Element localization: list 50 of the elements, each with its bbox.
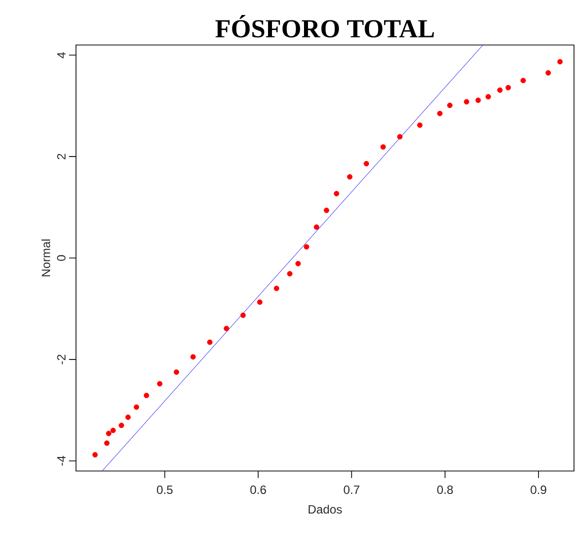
point: [257, 299, 262, 305]
chart-title: FÓSFORO TOTAL: [215, 15, 434, 38]
point: [304, 244, 310, 250]
point: [224, 326, 230, 332]
point: [118, 422, 124, 428]
x-tick-label: 0.9: [530, 486, 546, 494]
point: [274, 286, 280, 292]
point: [464, 99, 470, 105]
point: [334, 190, 340, 196]
y-tick-label: 0: [57, 255, 66, 261]
y-tick-label: -4: [57, 456, 66, 466]
point: [125, 414, 131, 420]
x-tick-label: 0.6: [250, 486, 266, 494]
point: [287, 271, 292, 276]
y-axis-title: Normal: [41, 240, 50, 276]
point: [397, 134, 403, 140]
point: [207, 339, 212, 345]
point: [92, 452, 98, 458]
x-tick-label: 0.5: [156, 486, 173, 494]
point: [106, 430, 112, 436]
point: [380, 144, 386, 150]
point: [364, 160, 370, 166]
point: [486, 94, 491, 100]
point: [110, 428, 116, 434]
point: [497, 87, 503, 93]
point: [324, 208, 330, 214]
point: [475, 98, 481, 103]
point: [506, 84, 511, 90]
x-tick-label: 0.7: [344, 486, 360, 494]
point: [417, 122, 423, 128]
point: [174, 369, 180, 375]
point: [134, 404, 140, 410]
point: [144, 392, 150, 398]
x-tick-label: 0.8: [437, 486, 453, 494]
point: [314, 224, 320, 230]
point: [546, 70, 551, 76]
point: [295, 260, 301, 266]
point: [240, 312, 246, 318]
y-tick-label: 4: [57, 52, 66, 58]
x-axis-title: Dados: [308, 504, 342, 514]
y-tick-label: 2: [57, 154, 66, 160]
point: [520, 78, 526, 84]
point: [104, 440, 110, 446]
point: [190, 354, 196, 360]
point: [437, 110, 443, 116]
point: [447, 102, 453, 108]
point: [347, 174, 352, 180]
point: [557, 59, 563, 64]
point: [157, 381, 162, 386]
y-tick-label: -2: [57, 354, 66, 364]
